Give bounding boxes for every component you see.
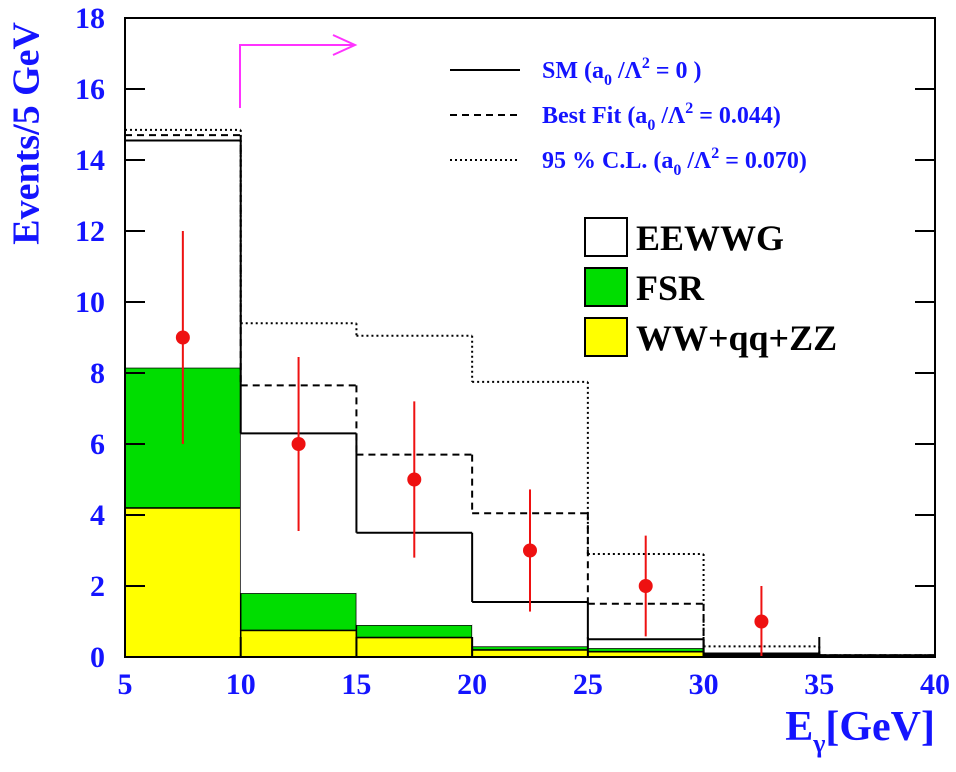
y-tick-label: 0 bbox=[90, 641, 105, 674]
data-point bbox=[407, 472, 422, 487]
y-tick-label: 2 bbox=[90, 570, 105, 603]
arrow-line bbox=[239, 44, 355, 108]
y-tick-label: 10 bbox=[75, 286, 105, 319]
legend-label-part: 0 bbox=[604, 72, 612, 89]
legend-label: FSR bbox=[636, 268, 705, 308]
x-tick-label: 25 bbox=[573, 668, 603, 701]
legend-label: Best Fit (a0 /Λ2 = 0.044) bbox=[542, 100, 781, 134]
legend-swatch bbox=[584, 217, 628, 257]
x-tick-label: 10 bbox=[226, 668, 256, 701]
legend-label-part: 0 bbox=[647, 117, 655, 134]
stack-bar bbox=[471, 649, 589, 658]
y-tick-label: 4 bbox=[90, 499, 105, 532]
x-tick-label: 30 bbox=[689, 668, 719, 701]
legend-label-part: 95 % C.L. (a bbox=[542, 148, 673, 174]
legend-label-part: /Λ bbox=[612, 58, 643, 84]
stack-bar bbox=[239, 592, 358, 632]
stack-bar bbox=[587, 647, 705, 653]
legend-label-part: 2 bbox=[642, 55, 650, 72]
legend-label-part: = 0.044) bbox=[693, 103, 781, 129]
y-tick-label: 18 bbox=[75, 2, 105, 35]
y-tick-label: 8 bbox=[90, 357, 105, 390]
legend-label: SM (a0 /Λ2 = 0 ) bbox=[542, 55, 702, 89]
x-tick-label: 35 bbox=[804, 668, 834, 701]
legend-label-part: 2 bbox=[685, 100, 693, 117]
x-axis-unit: [GeV] bbox=[825, 704, 935, 750]
legend-label-part: = 0 ) bbox=[650, 58, 702, 84]
data-point bbox=[523, 543, 537, 558]
y-axis-title: Events/5 GeV bbox=[6, 21, 48, 244]
y-tick-label: 14 bbox=[75, 144, 105, 177]
stack-bar bbox=[587, 639, 704, 649]
stack-bar bbox=[239, 629, 358, 658]
legend-label-part: = 0.070) bbox=[719, 148, 807, 174]
legend-swatch bbox=[584, 267, 628, 307]
legend-label: 95 % C.L. (a0 /Λ2 = 0.070) bbox=[542, 145, 807, 179]
legend-label-part: Best Fit (a bbox=[542, 103, 647, 129]
stack-bar bbox=[355, 636, 473, 658]
legend-label: WW+qq+ZZ bbox=[636, 318, 837, 358]
legend-label-part: SM (a bbox=[542, 58, 604, 84]
legend-label: EEWWG bbox=[636, 218, 784, 258]
data-point bbox=[291, 437, 306, 451]
data-point bbox=[175, 330, 190, 345]
x-tick-label: 5 bbox=[118, 668, 133, 701]
data-point bbox=[638, 579, 653, 593]
x-axis-symbol: E bbox=[785, 704, 813, 750]
legend-label-part: 0 bbox=[673, 162, 681, 179]
legend-swatch bbox=[584, 317, 628, 357]
y-tick-label: 12 bbox=[75, 215, 105, 248]
x-axis-subscript: γ bbox=[812, 729, 825, 758]
x-tick-label: 20 bbox=[457, 668, 487, 701]
x-tick-label: 15 bbox=[341, 668, 371, 701]
data-point bbox=[754, 614, 769, 629]
y-tick-label: 6 bbox=[90, 428, 105, 461]
stack-bar bbox=[471, 645, 589, 651]
arrow-annotation bbox=[239, 34, 358, 108]
legend-label-part: 2 bbox=[711, 145, 719, 162]
plot-frame bbox=[124, 17, 936, 658]
x-tick-label: 40 bbox=[920, 668, 950, 701]
legend-label-part: /Λ bbox=[655, 103, 686, 129]
stack-bar bbox=[355, 624, 473, 639]
legend-label-part: /Λ bbox=[681, 148, 712, 174]
y-tick-label: 16 bbox=[75, 73, 105, 106]
x-axis-title: Eγ[GeV] bbox=[785, 704, 935, 758]
arrow-head bbox=[332, 34, 358, 56]
stack-bar bbox=[124, 507, 242, 658]
